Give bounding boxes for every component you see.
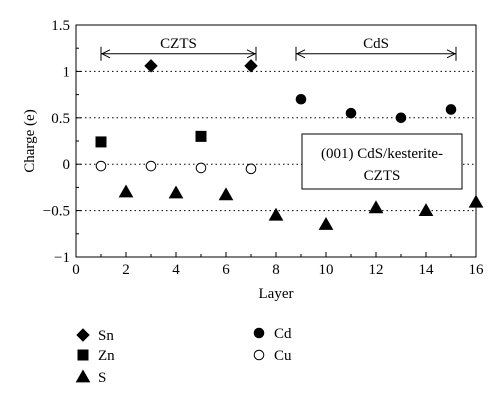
region-arrowhead-left: [100, 49, 111, 59]
y-tick-label: −1: [54, 250, 70, 266]
region-label: CdS: [363, 36, 389, 52]
annotation-line-1: (001) CdS/kesterite-: [321, 146, 443, 162]
data-point-s: [168, 185, 184, 199]
x-tick-label: 16: [469, 262, 485, 278]
data-point-cd: [445, 104, 457, 115]
y-tick-label: 0.5: [51, 111, 70, 127]
x-tick-label: 6: [222, 262, 230, 278]
x-tick-label: 14: [419, 262, 435, 278]
data-point-cu: [145, 160, 157, 172]
region-arrowhead-right: [246, 49, 257, 59]
annotation-line-2: CZTS: [364, 168, 401, 184]
y-tick-label: 1: [63, 64, 71, 80]
legend-label-cd: Cd: [274, 326, 292, 342]
data-point-zn: [95, 136, 107, 148]
x-tick-label: 0: [72, 262, 80, 278]
region-label: CZTS: [160, 36, 197, 52]
y-tick-label: −0.5: [43, 204, 70, 220]
data-point-cd: [295, 93, 307, 105]
legend-label-zn: Zn: [98, 348, 115, 364]
data-point-s: [318, 217, 334, 230]
data-point-cd: [345, 107, 357, 119]
y-axis-label: Charge (e): [22, 109, 38, 172]
region-arrowhead-left: [295, 49, 306, 59]
legend-marker-cu: [253, 349, 265, 361]
data-point-s: [368, 200, 384, 214]
data-point-cu: [95, 160, 107, 172]
x-tick-label: 10: [319, 262, 334, 278]
legend-label-cu: Cu: [274, 348, 292, 364]
legend-label-sn: Sn: [98, 328, 114, 344]
data-point-s: [268, 207, 284, 221]
x-tick-label: 4: [172, 262, 180, 278]
data-point-zn: [195, 130, 207, 142]
data-point-s: [118, 184, 134, 198]
x-tick-label: 2: [122, 262, 130, 278]
y-tick-label: 1.5: [51, 18, 70, 34]
legend-marker-cd: [253, 327, 265, 339]
legend-label-s: S: [98, 370, 106, 386]
data-point-s: [218, 187, 234, 201]
data-point-s: [418, 203, 434, 216]
region-brackets: CZTS CdS: [100, 36, 457, 61]
data-point-cu: [195, 162, 207, 174]
legend-marker-sn: [76, 328, 90, 342]
data-point-sn: [144, 59, 158, 73]
legend-marker-zn: [77, 349, 89, 361]
data-point-cu: [245, 163, 257, 175]
region-arrowhead-right: [446, 49, 457, 59]
axis-ticks: 0 2 4 6 8 10 12 14 16 1.5 1 0.5 0 −0.5 −1: [43, 18, 484, 278]
legend: Sn Zn S Cd Cu: [75, 326, 292, 386]
x-tick-label: 8: [272, 262, 280, 278]
x-axis-label: Layer: [259, 286, 294, 302]
annotation-box: (001) CdS/kesterite- CZTS: [301, 133, 463, 190]
y-tick-label: 0: [63, 157, 71, 173]
data-point-sn: [244, 59, 258, 73]
data-point-s: [468, 194, 484, 208]
data-points: [95, 59, 484, 230]
x-tick-label: 12: [369, 262, 384, 278]
data-point-cd: [395, 112, 407, 124]
legend-marker-s: [75, 369, 91, 383]
